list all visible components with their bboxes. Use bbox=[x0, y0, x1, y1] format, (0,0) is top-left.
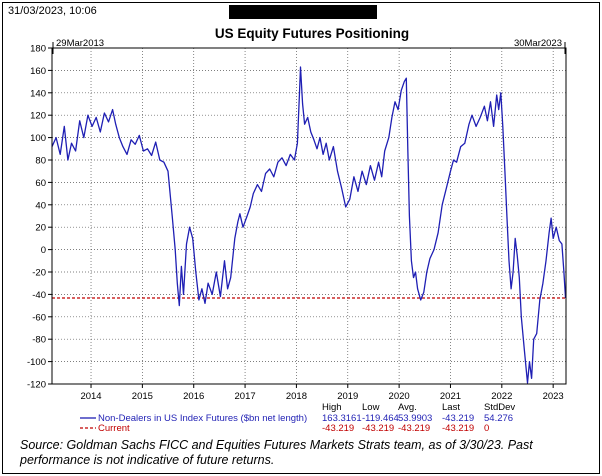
y-tick-label: 140 bbox=[30, 88, 46, 99]
end-date-label: 30Mar2023 bbox=[514, 38, 562, 49]
redaction-bar bbox=[229, 5, 377, 19]
timestamp: 31/03/2023, 10:06 bbox=[8, 5, 97, 17]
x-tick-label: 2015 bbox=[132, 391, 153, 402]
legend-series-name: Non-Dealers in US Index Futures ($bn net… bbox=[98, 413, 307, 424]
y-tick-label: -40 bbox=[32, 290, 46, 301]
plot-border bbox=[51, 47, 567, 385]
legend-stat-value: -119.464 bbox=[362, 413, 399, 424]
grid bbox=[52, 48, 566, 384]
y-axis: -120 -100 -80 -60 -40 -20 0 20 40 60 80 100 120 140 16… bbox=[27, 44, 52, 391]
y-tick-label: -120 bbox=[27, 380, 46, 391]
y-tick-label: 0 bbox=[41, 245, 46, 256]
y-tick-label: 40 bbox=[35, 200, 46, 211]
y-tick-label: -20 bbox=[32, 268, 46, 279]
legend-stat-value: -43.219 bbox=[442, 423, 474, 434]
source-note: Source: Goldman Sachs FICC and Equities … bbox=[20, 438, 533, 467]
series-line-non-dealers bbox=[51, 66, 567, 384]
legend-stats-header: Low bbox=[362, 402, 380, 413]
legend-series-name: Current bbox=[98, 423, 130, 434]
x-tick-label: 2017 bbox=[235, 391, 256, 402]
y-tick-label: -80 bbox=[32, 335, 46, 346]
legend-stats-header: StdDev bbox=[484, 402, 515, 413]
x-tick-label: 2018 bbox=[286, 391, 307, 402]
legend-stats-header: High bbox=[322, 402, 342, 413]
y-tick-label: 120 bbox=[30, 111, 46, 122]
x-tick-label: 2020 bbox=[389, 391, 410, 402]
legend-stat-value: -43.219 bbox=[362, 423, 394, 434]
x-tick-label: 2016 bbox=[183, 391, 204, 402]
legend-stat-value: -43.219 bbox=[322, 423, 354, 434]
x-tick-label: 2022 bbox=[491, 391, 512, 402]
y-tick-label: 60 bbox=[35, 178, 46, 189]
x-tick-label: 2021 bbox=[440, 391, 461, 402]
y-tick-label: 80 bbox=[35, 156, 46, 167]
x-tick-label: 2014 bbox=[80, 391, 101, 402]
y-tick-label: 100 bbox=[30, 133, 46, 144]
legend-stat-value: 0 bbox=[484, 423, 489, 434]
x-tick-label: 2019 bbox=[337, 391, 358, 402]
legend-stat-value: -43.219 bbox=[442, 413, 474, 424]
legend-stat-value: 53.9903 bbox=[398, 413, 432, 424]
legend-stats-header: Avg. bbox=[398, 402, 417, 413]
y-tick-label: -60 bbox=[32, 312, 46, 323]
start-date-label: 29Mar2013 bbox=[56, 38, 104, 49]
chart-title: US Equity Futures Positioning bbox=[215, 26, 409, 41]
x-tick-label: 2023 bbox=[543, 391, 564, 402]
legend-stats-header: Last bbox=[442, 402, 460, 413]
legend-stat-value: 163.3161 bbox=[322, 413, 362, 424]
legend-stat-value: 54.276 bbox=[484, 413, 513, 424]
legend-stat-value: -43.219 bbox=[398, 423, 430, 434]
legend: High Low Avg. Last StdDev Non-Dealers in US I… bbox=[80, 402, 515, 434]
plot-area bbox=[52, 48, 566, 384]
y-tick-label: 160 bbox=[30, 66, 46, 77]
y-tick-label: 180 bbox=[30, 44, 46, 55]
x-axis: 2014 2015 2016 2017 2018 2019 2020 2021 2022 2023 bbox=[80, 384, 564, 402]
y-tick-label: -100 bbox=[27, 357, 46, 368]
y-tick-label: 20 bbox=[35, 223, 46, 234]
